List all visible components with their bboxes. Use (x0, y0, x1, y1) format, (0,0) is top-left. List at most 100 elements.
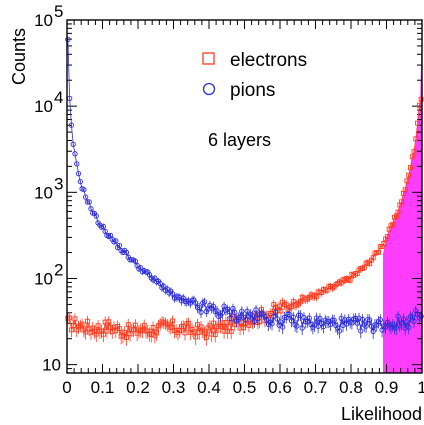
pions-connector (276, 318, 280, 326)
electrons-connector (108, 321, 111, 328)
y-tick-exponent: 2 (54, 260, 63, 279)
electrons-connector (221, 322, 225, 332)
x-tick-labels: 0 0.1 0.2 0.3 0.4 0.5 0.6 0.7 0.8 0.9 1 (62, 378, 424, 397)
pions-point (370, 328, 376, 335)
pions-connector (147, 271, 150, 276)
pions-connector (371, 326, 374, 332)
pions-connector (314, 317, 317, 326)
pions-connector (83, 189, 87, 198)
pions-connector (271, 316, 275, 324)
pions-point (315, 323, 321, 329)
pions-connector (67, 39, 71, 99)
pions-connector (234, 312, 237, 322)
pions-point (311, 322, 318, 328)
pions-point (278, 319, 284, 325)
pions-connector (229, 311, 232, 319)
pions-connector (76, 163, 79, 174)
electrons-connector (95, 325, 99, 335)
annotation-layers: 6 layers (208, 130, 271, 150)
electrons-point (381, 241, 387, 246)
electrons-point (313, 294, 319, 300)
electrons-point (116, 326, 122, 332)
pions-point (418, 313, 424, 320)
pions-point (274, 316, 280, 322)
x-axis-title: Likelihood (341, 404, 422, 424)
electrons-connector (104, 322, 108, 332)
pions-connector (369, 319, 372, 327)
pions-point (123, 249, 130, 256)
pions-connector (275, 312, 278, 320)
y-tick-label: 10 (34, 97, 53, 116)
pions-point (301, 314, 307, 321)
pions-point (198, 309, 204, 315)
electrons-connector (417, 105, 420, 124)
legend-electrons-label: electrons (230, 50, 307, 71)
pions-connector (321, 323, 324, 327)
legend: electrons pions (202, 50, 307, 101)
pions-point (219, 310, 225, 316)
pions-point (253, 307, 259, 313)
pions-connector (221, 306, 225, 314)
pions-connector (289, 314, 292, 321)
pions-connector (170, 290, 173, 295)
legend-pions-label: pions (230, 80, 275, 101)
pions-point (81, 186, 87, 193)
pions-connector (362, 319, 365, 326)
legend-electrons-marker (202, 52, 215, 65)
pions-point (196, 304, 202, 311)
pions-connector (118, 245, 122, 251)
pions-connector (255, 309, 259, 319)
pions-point (75, 170, 82, 177)
electrons-connector (397, 204, 401, 213)
electrons-connector (124, 332, 127, 338)
pions-point (363, 323, 369, 329)
electrons-connector (298, 301, 301, 304)
x-tick-label: 0.9 (375, 378, 399, 397)
pions-connector (333, 320, 337, 326)
pions-connector (95, 215, 99, 223)
electrons-connector (197, 324, 200, 333)
plot-frame (66, 19, 423, 374)
pions-point (232, 309, 238, 316)
pions-point (242, 316, 249, 323)
electrons-connector (193, 331, 197, 337)
pions-connector (342, 319, 346, 326)
pions-point (329, 317, 336, 323)
pions-point (272, 309, 279, 316)
pions-point (210, 303, 217, 309)
pions-connector (308, 318, 312, 325)
electrons-point (418, 96, 424, 102)
pions-point (404, 319, 410, 325)
pions-point (249, 313, 256, 319)
electrons-point (154, 330, 160, 336)
electrons-connector (225, 322, 229, 332)
pions-point (113, 238, 119, 244)
pions-point (88, 206, 94, 212)
electrons-connector (406, 175, 410, 181)
pions-point (239, 308, 245, 314)
electrons-connector (415, 123, 418, 139)
x-tick-label: 0.3 (162, 378, 186, 397)
electrons-connector (404, 180, 408, 190)
pions-connector (230, 308, 234, 319)
electrons-point (150, 325, 156, 330)
electrons-connector (156, 325, 159, 334)
y-tick-label: 10 (34, 269, 53, 288)
electrons-point (84, 318, 90, 324)
electrons-point (132, 322, 138, 328)
electrons-point (395, 209, 401, 215)
pions-point (359, 316, 366, 323)
pions-point (342, 317, 348, 323)
x-tick-label: 0 (62, 378, 71, 397)
pions-connector (78, 173, 81, 182)
electrons-point (93, 331, 99, 337)
pions-connector (79, 181, 83, 189)
pions-connector (244, 311, 248, 320)
y-tick-exponent: 3 (54, 174, 63, 193)
pions-connector (103, 226, 106, 232)
pions-point (237, 314, 243, 320)
electrons-point (223, 320, 229, 325)
electrons-connector (239, 322, 243, 329)
y-tick-label: 10 (42, 356, 61, 375)
